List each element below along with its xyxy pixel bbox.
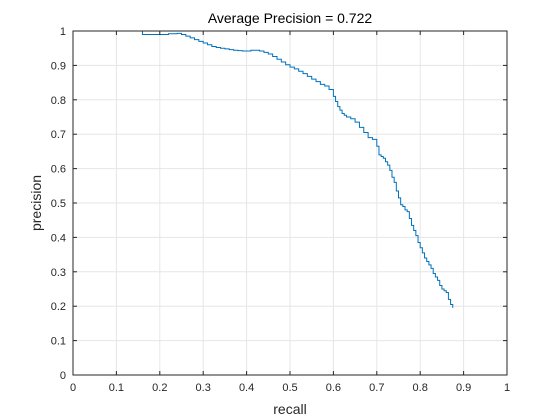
y-tick-label: 0.1 xyxy=(51,336,66,348)
x-tick-label: 1 xyxy=(504,382,510,394)
x-tick-label: 0.1 xyxy=(109,382,124,394)
y-tick-label: 0.8 xyxy=(51,95,66,107)
x-tick-label: 0.2 xyxy=(152,382,167,394)
x-tick-label: 0.5 xyxy=(282,382,297,394)
precision-recall-curve xyxy=(73,30,454,308)
x-tick-label: 0.3 xyxy=(196,382,211,394)
x-tick-label: 0.9 xyxy=(456,382,471,394)
y-tick-label: 0.3 xyxy=(51,267,66,279)
x-tick-label: 0.7 xyxy=(369,382,384,394)
x-axis-label: recall xyxy=(273,401,306,417)
y-axis-label: precision xyxy=(28,175,44,231)
y-tick-label: 0.6 xyxy=(51,164,66,176)
y-tick-label: 0.4 xyxy=(51,232,66,244)
x-tick-label: 0.8 xyxy=(413,382,428,394)
y-tick-label: 0.2 xyxy=(51,301,66,313)
chart-title: Average Precision = 0.722 xyxy=(208,10,373,26)
y-tick-label: 0.7 xyxy=(51,129,66,141)
x-tick-label: 0.6 xyxy=(326,382,341,394)
x-tick-label: 0 xyxy=(70,382,76,394)
y-tick-label: 0.9 xyxy=(51,60,66,72)
y-tick-label: 0 xyxy=(60,370,66,382)
y-tick-label: 0.5 xyxy=(51,198,66,210)
x-tick-label: 0.4 xyxy=(239,382,254,394)
y-tick-label: 1 xyxy=(60,26,66,38)
